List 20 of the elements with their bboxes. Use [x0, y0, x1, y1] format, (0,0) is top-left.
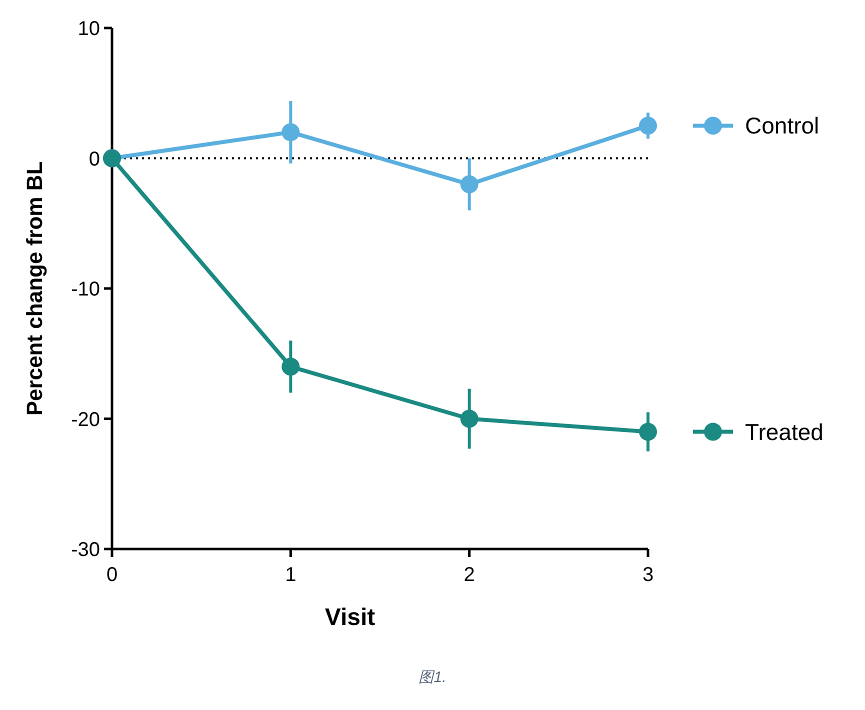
y-axis-title: Percent change from BL	[22, 161, 47, 416]
x-axis-title: Visit	[324, 604, 376, 631]
x-tick-label: 3	[642, 564, 654, 586]
x-tick-label: 1	[285, 564, 296, 586]
point	[282, 358, 300, 376]
x-tick-label: 2	[464, 564, 475, 586]
point	[639, 116, 657, 135]
y-tick-label: -10	[71, 278, 100, 300]
y-tick-label: -20	[71, 408, 100, 431]
point	[282, 123, 300, 142]
y-tick-label: 10	[78, 18, 100, 40]
legend-label: Treated	[745, 418, 824, 445]
x-tick-label: 0	[106, 564, 118, 586]
point	[460, 175, 478, 194]
caption: 图1.	[418, 669, 446, 686]
y-tick-label: 0	[88, 148, 100, 170]
point	[460, 410, 478, 428]
point	[639, 422, 657, 441]
y-tick-label: -30	[71, 539, 100, 561]
legend-label: Control	[745, 112, 820, 139]
